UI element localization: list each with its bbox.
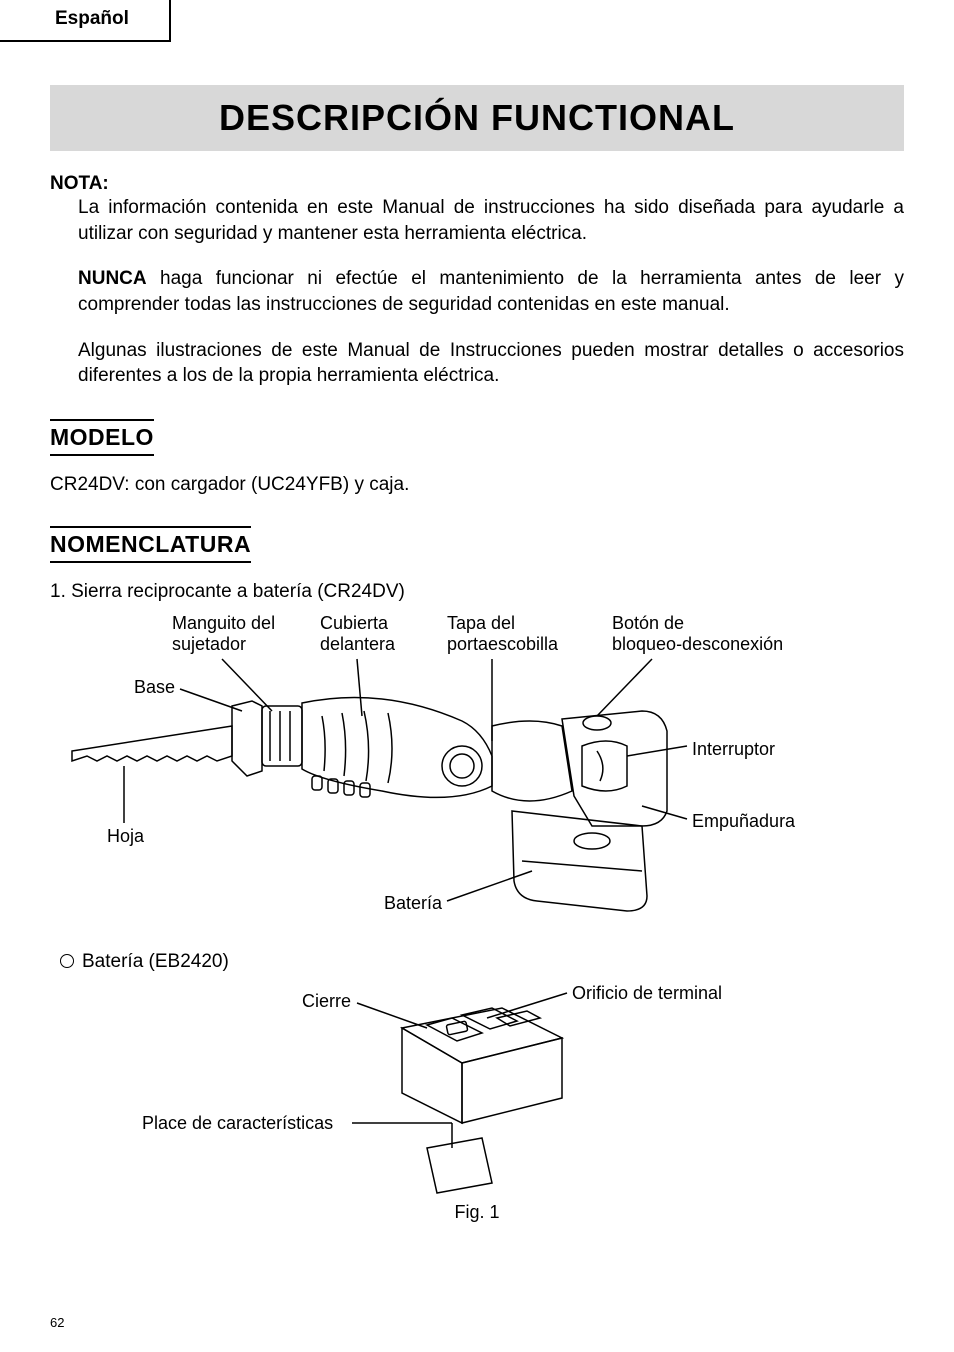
saw-svg — [52, 611, 902, 941]
nota-block: NOTA: La información contenida en este M… — [50, 173, 904, 389]
label-interruptor: Interruptor — [692, 739, 775, 760]
circle-bullet-icon — [60, 954, 74, 968]
nomenclatura-heading: NOMENCLATURA — [50, 526, 251, 563]
modelo-section: MODELO CR24DV: con cargador (UC24YFB) y … — [50, 419, 904, 496]
label-orificio: Orificio de terminal — [572, 983, 722, 1004]
label-boton: Botón debloqueo-desconexión — [612, 613, 783, 654]
page-title: DESCRIPCIÓN FUNCTIONAL — [50, 85, 904, 151]
nota-p2-rest: haga funcionar ni efectúe el mantenimien… — [78, 268, 904, 315]
label-cubierta: Cubiertadelantera — [320, 613, 395, 654]
saw-diagram: Manguito delsujetador Cubiertadelantera … — [52, 611, 902, 941]
nota-body: La información contenida en este Manual … — [78, 195, 904, 389]
figure-caption: Fig. 1 — [50, 1202, 904, 1223]
nota-p2: NUNCA haga funcionar ni efectúe el mante… — [78, 266, 904, 317]
label-empunadura: Empuñadura — [692, 811, 795, 832]
nomen-item-1: 1. Sierra reciprocante a batería (CR24DV… — [50, 581, 904, 603]
label-base: Base — [134, 677, 175, 698]
label-bateria: Batería — [384, 893, 442, 914]
label-cierre: Cierre — [302, 991, 351, 1012]
label-tapa: Tapa delportaescobilla — [447, 613, 558, 654]
battery-item-label: Batería (EB2420) — [82, 951, 229, 972]
page-number: 62 — [50, 1315, 64, 1330]
modelo-text: CR24DV: con cargador (UC24YFB) y caja. — [50, 474, 904, 496]
modelo-heading: MODELO — [50, 419, 154, 456]
nomen-item-2: Batería (EB2420) — [60, 951, 904, 973]
label-placa: Place de características — [142, 1113, 333, 1134]
battery-svg — [52, 973, 902, 1198]
nomenclatura-section: NOMENCLATURA 1. Sierra reciprocante a ba… — [50, 526, 904, 1223]
nota-label: NOTA: — [50, 173, 109, 194]
nota-p3: Algunas ilustraciones de este Manual de … — [78, 338, 904, 389]
label-hoja: Hoja — [107, 826, 144, 847]
nota-p1: La información contenida en este Manual … — [78, 195, 904, 246]
language-tab: Español — [0, 0, 171, 42]
nunca-bold: NUNCA — [78, 268, 147, 289]
battery-diagram: Cierre Orificio de terminal Place de car… — [52, 973, 902, 1198]
label-manguito: Manguito delsujetador — [172, 613, 275, 654]
